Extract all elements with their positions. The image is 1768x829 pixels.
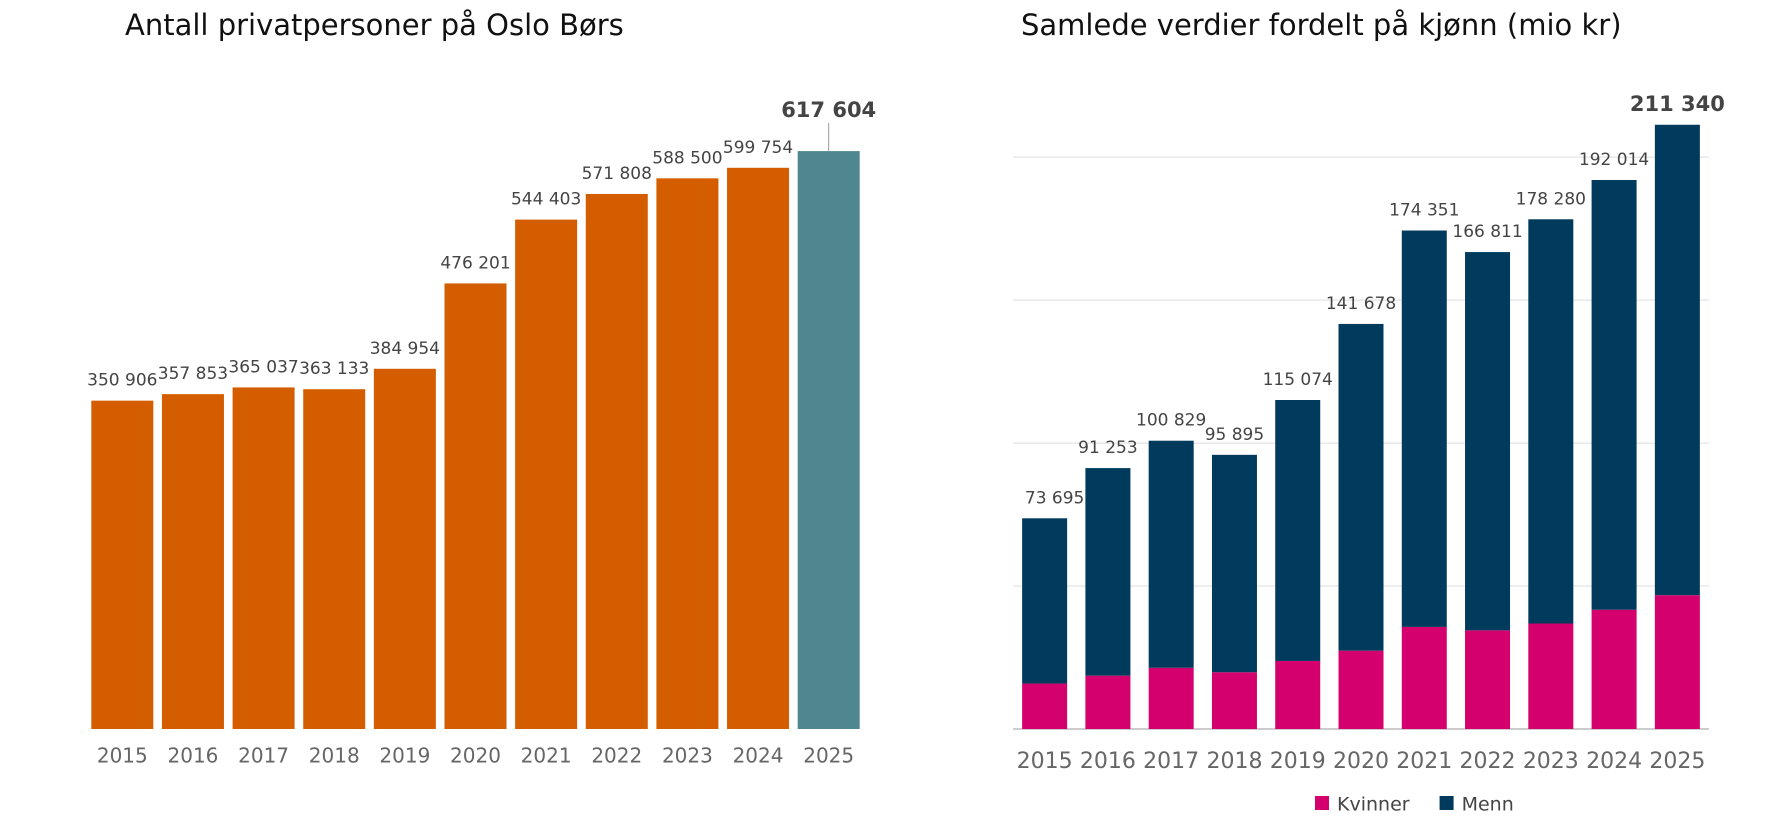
total-label: 73 695: [1025, 488, 1084, 508]
bar: [585, 193, 648, 730]
total-label: 95 895: [1205, 425, 1264, 445]
bar-segment: [1528, 623, 1574, 729]
data-label: 571 808: [582, 164, 652, 184]
bar-segment: [1654, 595, 1700, 729]
bar-segment: [1338, 650, 1384, 729]
x-tick-label: 2022: [591, 744, 642, 768]
x-tick-label: 2025: [1649, 749, 1705, 774]
bar-segment: [1654, 124, 1700, 596]
x-tick-label: 2019: [379, 744, 430, 768]
x-tick-label: 2015: [97, 744, 148, 768]
x-tick-label: 2016: [1080, 749, 1136, 774]
bar-segment: [1211, 454, 1257, 673]
x-tick-label: 2018: [309, 744, 360, 768]
bar: [797, 151, 860, 729]
x-tick-label: 2016: [168, 744, 219, 768]
x-tick-label: 2015: [1017, 749, 1073, 774]
bar: [444, 283, 507, 729]
bar-segment: [1211, 672, 1257, 729]
total-label: 211 340: [1630, 92, 1725, 116]
bar: [161, 394, 224, 729]
bar-segment: [1591, 180, 1637, 610]
bar-segment: [1085, 468, 1131, 676]
chart-title: Antall privatpersoner på Oslo Børs: [125, 8, 624, 42]
bar-segment: [1401, 626, 1447, 729]
bar: [91, 400, 154, 729]
legend-swatch: [1439, 796, 1454, 810]
bar-segment: [1085, 675, 1131, 729]
total-label: 100 829: [1136, 411, 1206, 431]
x-tick-label: 2020: [450, 744, 501, 768]
bar-segment: [1591, 609, 1637, 729]
data-label: 476 201: [440, 253, 510, 273]
bar: [232, 387, 295, 729]
data-label: 599 754: [723, 138, 793, 158]
x-tick-label: 2023: [662, 744, 713, 768]
bar: [373, 368, 436, 729]
chart-title: Samlede verdier fordelt på kjønn (mio kr…: [1021, 8, 1622, 42]
x-tick-label: 2017: [238, 744, 289, 768]
bar-segment: [1401, 230, 1447, 627]
x-tick-label: 2018: [1206, 749, 1262, 774]
data-label: 617 604: [781, 98, 876, 122]
data-label: 588 500: [652, 148, 722, 168]
total-label: 115 074: [1263, 370, 1333, 390]
bar-segment: [1148, 440, 1194, 668]
bar-segment: [1022, 683, 1068, 729]
bar: [303, 389, 366, 729]
x-tick-label: 2019: [1270, 749, 1326, 774]
bar: [727, 167, 790, 729]
x-tick-label: 2024: [733, 744, 784, 768]
total-label: 166 811: [1452, 222, 1522, 242]
bar-segment: [1275, 660, 1321, 729]
bar: [656, 178, 719, 729]
data-label: 363 133: [299, 359, 369, 379]
data-label: 350 906: [87, 371, 157, 391]
bar-segment: [1275, 399, 1321, 661]
data-label: 365 037: [228, 357, 298, 377]
x-tick-label: 2022: [1460, 749, 1516, 774]
x-tick-label: 2024: [1586, 749, 1642, 774]
bar-segment: [1338, 323, 1384, 651]
x-tick-label: 2021: [1396, 749, 1452, 774]
x-tick-label: 2017: [1143, 749, 1199, 774]
data-label: 384 954: [370, 339, 440, 359]
total-label: 178 280: [1516, 189, 1586, 209]
bar-segment: [1022, 518, 1068, 684]
x-tick-label: 2021: [521, 744, 572, 768]
total-label: 141 678: [1326, 294, 1396, 314]
x-tick-label: 2023: [1523, 749, 1579, 774]
x-tick-label: 2025: [803, 744, 854, 768]
total-label: 91 253: [1078, 438, 1137, 458]
legend-swatch: [1315, 796, 1329, 810]
bar: [515, 219, 578, 729]
legend-label: Menn: [1462, 794, 1514, 816]
total-label: 192 014: [1579, 150, 1649, 170]
bar-segment: [1148, 667, 1194, 729]
bar-segment: [1528, 219, 1574, 624]
bar-segment: [1465, 630, 1511, 729]
legend-label: Kvinner: [1337, 794, 1410, 816]
data-label: 544 403: [511, 190, 581, 210]
total-label: 174 351: [1389, 201, 1459, 221]
data-label: 357 853: [158, 364, 228, 384]
x-tick-label: 2020: [1333, 749, 1389, 774]
bar-segment: [1465, 252, 1511, 631]
